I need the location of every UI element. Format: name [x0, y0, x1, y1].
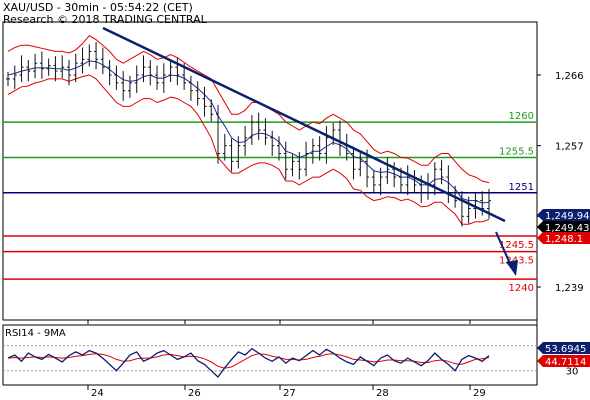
bollinger-lower: [7, 74, 490, 225]
price-axis-label: 1,239: [555, 283, 584, 294]
time-axis-label: 26: [188, 388, 201, 399]
level-label: 1260: [509, 111, 534, 122]
price-axis-label: 1,257: [555, 142, 584, 153]
price-tags: 1,249.941,249.431,248.1: [537, 209, 590, 245]
rsi-moving-average: [7, 353, 490, 369]
level-label: 1240: [509, 283, 534, 294]
price-axis-label: 1,266: [555, 71, 584, 82]
downtrend-line: [102, 26, 506, 223]
price-tag-label: 1,248.1: [545, 234, 583, 245]
price-tag-label: 1,249.43: [545, 223, 590, 234]
rsi-axis-label: 30: [566, 367, 579, 378]
time-axis-label: 28: [376, 388, 389, 399]
level-label: 1245.5: [499, 240, 534, 251]
level-label: 1255.5: [499, 146, 534, 157]
projection-arrow-head: [506, 260, 518, 276]
rsi-tag-label: 53.6945: [545, 344, 586, 355]
rsi-line: [7, 347, 490, 378]
time-axis: 24 26 27 28 29: [87, 320, 486, 399]
price-tag-box: [537, 232, 590, 244]
chart-copyright: Research © 2018 TRADING CENTRAL: [3, 13, 207, 26]
time-axis-label: 29: [473, 388, 486, 399]
time-axis-label: 24: [91, 388, 104, 399]
rsi-label: RSI14 - 9MA: [5, 328, 66, 339]
bollinger-bands: [7, 35, 490, 225]
rsi-tag-box: [537, 342, 590, 354]
price-tag-box: [537, 209, 590, 221]
rsi-tag-label: 44.7114: [545, 357, 586, 368]
trendline: [102, 26, 518, 276]
price-tag-box: [537, 221, 590, 233]
level-label: 1251: [509, 182, 534, 193]
moving-average: [7, 60, 490, 204]
bollinger-upper: [7, 35, 490, 184]
price-bars: [6, 42, 491, 227]
main-panel-border: [2, 21, 538, 321]
rsi-tag-box: [537, 355, 590, 367]
time-axis-label: 27: [283, 388, 296, 399]
chart-frame: [2, 21, 538, 386]
chart-title: XAU/USD - 30min - 05:54:22 (CET): [3, 1, 193, 14]
price-tag-label: 1,249.94: [545, 211, 590, 222]
projection-arrow-shaft: [495, 231, 512, 267]
